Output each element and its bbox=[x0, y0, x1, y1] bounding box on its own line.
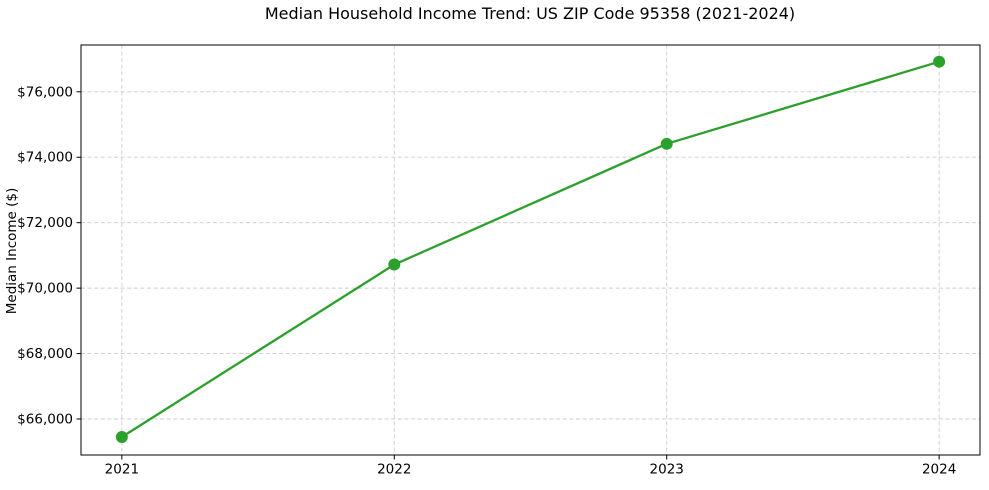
plot-area: 2021 2022 2023 2024 $66,000 $68,000 $70,000 $72… bbox=[17, 44, 981, 478]
plot-border bbox=[80, 44, 981, 456]
y-tick-label: $72,000 bbox=[17, 215, 73, 231]
y-axis-label: Median Income ($) bbox=[4, 188, 20, 314]
y-tick-label: $74,000 bbox=[17, 150, 73, 166]
data-point-marker bbox=[933, 55, 946, 68]
data-point-marker bbox=[115, 431, 128, 444]
data-point-marker bbox=[660, 137, 673, 150]
chart-title: Median Household Income Trend: US ZIP Co… bbox=[265, 4, 795, 23]
x-tick-label: 2024 bbox=[922, 462, 956, 478]
trend-line bbox=[120, 60, 941, 439]
y-tick-label: $68,000 bbox=[17, 346, 73, 362]
plot-background bbox=[81, 45, 980, 455]
y-tick-label: $66,000 bbox=[17, 412, 73, 428]
data-point-marker bbox=[388, 258, 401, 271]
x-tick-label: 2022 bbox=[377, 462, 411, 478]
x-tick-label: 2023 bbox=[650, 462, 684, 478]
y-tick-label: $70,000 bbox=[17, 281, 73, 297]
x-tick-label: 2021 bbox=[105, 462, 139, 478]
y-tick-label: $76,000 bbox=[17, 84, 73, 100]
